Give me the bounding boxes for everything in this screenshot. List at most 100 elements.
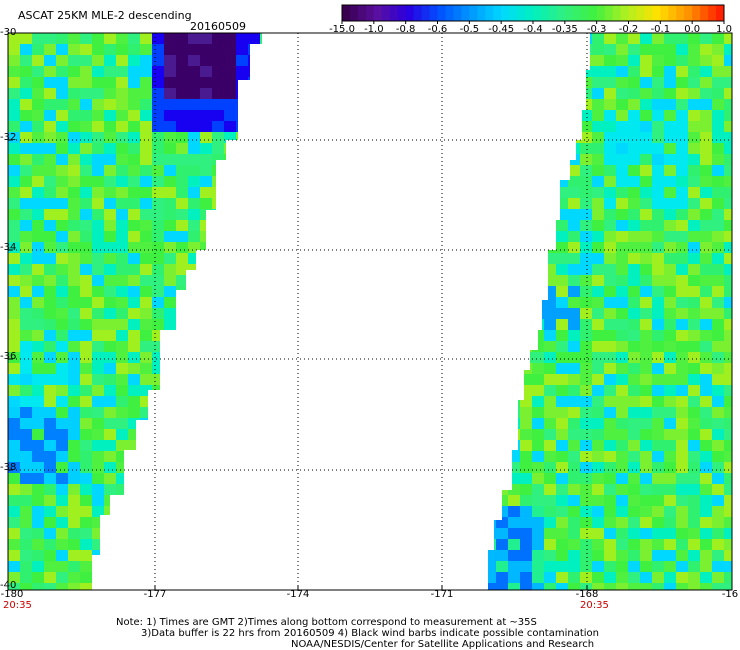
wind-cell xyxy=(56,77,68,88)
wind-cell xyxy=(248,154,260,165)
wind-cell xyxy=(724,297,732,308)
wind-cell xyxy=(152,253,164,264)
wind-cell xyxy=(248,319,260,330)
wind-cell xyxy=(44,99,56,110)
wind-cell xyxy=(700,550,712,561)
wind-cell xyxy=(604,583,616,590)
lon-label-165: -16 xyxy=(721,589,739,600)
wind-cell xyxy=(700,88,712,99)
wind-cell xyxy=(688,33,700,44)
wind-cell xyxy=(8,462,20,473)
wind-cell xyxy=(496,132,508,143)
wind-cell xyxy=(176,121,188,132)
wind-cell xyxy=(8,352,20,363)
wind-cell xyxy=(580,572,592,583)
wind-cell xyxy=(688,539,700,550)
wind-cell xyxy=(544,429,556,440)
wind-cell xyxy=(152,297,164,308)
wind-cell xyxy=(544,176,556,187)
wind-cell xyxy=(724,286,732,297)
wind-cell xyxy=(236,341,248,352)
wind-cell xyxy=(640,374,652,385)
wind-cell xyxy=(116,330,128,341)
wind-cell xyxy=(592,539,604,550)
wind-cell xyxy=(640,231,652,242)
wind-cell xyxy=(188,253,200,264)
wind-cell xyxy=(640,275,652,286)
wind-cell xyxy=(628,330,640,341)
wind-cell xyxy=(128,473,140,484)
wind-cell xyxy=(544,473,556,484)
wind-cell xyxy=(592,363,604,374)
wind-cell xyxy=(152,308,164,319)
wind-cell xyxy=(640,341,652,352)
wind-cell xyxy=(532,55,544,66)
wind-cell xyxy=(128,110,140,121)
wind-cell xyxy=(236,407,248,418)
wind-cell xyxy=(248,583,260,590)
wind-cell xyxy=(508,583,520,590)
wind-cell xyxy=(712,583,724,590)
wind-cell xyxy=(652,363,664,374)
wind-cell xyxy=(80,385,92,396)
wind-cell xyxy=(616,396,628,407)
wind-cell xyxy=(616,330,628,341)
wind-cell xyxy=(92,418,104,429)
wind-cell xyxy=(140,429,152,440)
wind-cell xyxy=(224,583,236,590)
wind-cell xyxy=(628,484,640,495)
wind-cell xyxy=(152,66,164,77)
wind-cell xyxy=(652,165,664,176)
wind-cell xyxy=(56,528,68,539)
wind-cell xyxy=(700,264,712,275)
wind-cell xyxy=(80,363,92,374)
wind-cell xyxy=(544,352,556,363)
wind-cell xyxy=(68,319,80,330)
wind-cell xyxy=(200,396,212,407)
wind-cell xyxy=(152,363,164,374)
wind-cell xyxy=(152,55,164,66)
wind-cell xyxy=(176,473,188,484)
wind-cell xyxy=(104,187,116,198)
wind-cell xyxy=(532,88,544,99)
wind-cell xyxy=(224,550,236,561)
wind-cell xyxy=(508,253,520,264)
wind-cell xyxy=(200,385,212,396)
wind-cell xyxy=(128,561,140,572)
wind-cell xyxy=(664,539,676,550)
wind-cell xyxy=(604,55,616,66)
wind-cell xyxy=(688,253,700,264)
wind-cell xyxy=(200,55,212,66)
wind-cell xyxy=(652,429,664,440)
wind-cell xyxy=(176,484,188,495)
wind-cell xyxy=(496,77,508,88)
wind-cell xyxy=(496,308,508,319)
wind-cell xyxy=(556,132,568,143)
wind-cell xyxy=(92,44,104,55)
wind-cell xyxy=(104,143,116,154)
wind-cell xyxy=(128,88,140,99)
wind-cell xyxy=(580,231,592,242)
wind-cell xyxy=(56,385,68,396)
wind-cell xyxy=(104,572,116,583)
wind-cell xyxy=(164,231,176,242)
wind-cell xyxy=(236,154,248,165)
wind-cell xyxy=(224,385,236,396)
wind-cell xyxy=(496,495,508,506)
colorbar-cell xyxy=(556,5,566,21)
wind-cell xyxy=(664,165,676,176)
wind-cell xyxy=(592,330,604,341)
wind-cell xyxy=(592,374,604,385)
wind-cell xyxy=(200,231,212,242)
wind-cell xyxy=(44,44,56,55)
wind-cell xyxy=(724,528,732,539)
wind-cell xyxy=(8,165,20,176)
wind-cell xyxy=(8,275,20,286)
wind-cell xyxy=(8,88,20,99)
wind-cell xyxy=(652,506,664,517)
wind-cell xyxy=(260,143,262,154)
wind-cell xyxy=(32,55,44,66)
wind-cell xyxy=(556,231,568,242)
wind-cell xyxy=(140,187,152,198)
wind-cell xyxy=(128,253,140,264)
